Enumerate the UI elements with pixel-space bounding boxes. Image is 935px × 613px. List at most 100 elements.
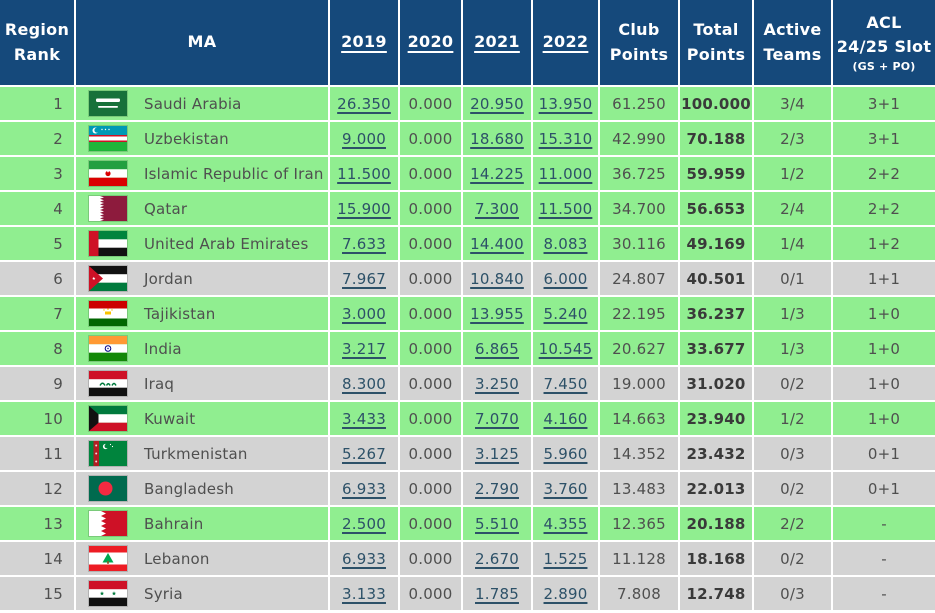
value-2019-link[interactable]: 3.000	[330, 297, 398, 330]
value-2021-link[interactable]: 14.400	[463, 227, 531, 260]
value-2019-link[interactable]: 3.433	[330, 402, 398, 435]
active-teams-cell: 0/2	[754, 367, 831, 400]
country-name: Iraq	[144, 374, 175, 393]
acl-slot-cell: 1+2	[833, 227, 935, 260]
value-2022-link[interactable]: 5.960	[533, 437, 598, 470]
total-points-cell: 18.168	[680, 542, 752, 575]
value-2019-link[interactable]: 9.000	[330, 122, 398, 155]
value-2019-link[interactable]: 3.217	[330, 332, 398, 365]
value-2020: 0.000	[400, 227, 461, 260]
region-rank-cell: 6	[0, 262, 74, 295]
value-2020: 0.000	[400, 577, 461, 610]
value-2020: 0.000	[400, 472, 461, 505]
value-2021-link[interactable]: 6.865	[463, 332, 531, 365]
country-name: Bangladesh	[144, 479, 234, 498]
year-2022-link[interactable]: 2022	[542, 32, 589, 52]
value-2021-link[interactable]: 18.680	[463, 122, 531, 155]
value-2021-link[interactable]: 1.785	[463, 577, 531, 610]
value-2022-link[interactable]: 11.000	[533, 157, 598, 190]
value-2019-link[interactable]: 3.133	[330, 577, 398, 610]
value-2021-link[interactable]: 2.790	[463, 472, 531, 505]
value-2019-link[interactable]: 6.933	[330, 472, 398, 505]
bahrain-flag-icon	[89, 511, 127, 536]
country-name: Saudi Arabia	[144, 94, 242, 113]
value-2022-link[interactable]: 13.950	[533, 87, 598, 120]
value-2022-link[interactable]: 5.240	[533, 297, 598, 330]
ma-cell: Turkmenistan	[76, 437, 328, 470]
ma-cell: Tajikistan	[76, 297, 328, 330]
lebanon-flag-icon	[89, 546, 127, 571]
acl-slot-cell: 0+1	[833, 472, 935, 505]
value-2020: 0.000	[400, 367, 461, 400]
value-2021-link[interactable]: 14.225	[463, 157, 531, 190]
value-2022-link[interactable]: 10.545	[533, 332, 598, 365]
value-2019-link[interactable]: 2.500	[330, 507, 398, 540]
value-2021-link[interactable]: 2.670	[463, 542, 531, 575]
qatar-flag-icon	[89, 196, 127, 221]
value-2022-link[interactable]: 1.525	[533, 542, 598, 575]
club-points-cell: 19.000	[600, 367, 678, 400]
col-header-club-points-label: Club Points	[609, 19, 669, 64]
value-2021-link[interactable]: 20.950	[463, 87, 531, 120]
value-2022-link[interactable]: 7.450	[533, 367, 598, 400]
country-name: Qatar	[144, 199, 188, 218]
value-2019-link[interactable]: 7.967	[330, 262, 398, 295]
value-2022-link[interactable]: 8.083	[533, 227, 598, 260]
value-2019-link[interactable]: 11.500	[330, 157, 398, 190]
region-rank-cell: 8	[0, 332, 74, 365]
value-2022-link[interactable]: 4.355	[533, 507, 598, 540]
active-teams-cell: 0/2	[754, 472, 831, 505]
value-2022-link[interactable]: 3.760	[533, 472, 598, 505]
value-2021-link[interactable]: 7.300	[463, 192, 531, 225]
acl-slot-cell: 2+2	[833, 157, 935, 190]
region-rank-cell: 2	[0, 122, 74, 155]
club-points-cell: 34.700	[600, 192, 678, 225]
value-2019-link[interactable]: 7.633	[330, 227, 398, 260]
ma-cell: Lebanon	[76, 542, 328, 575]
active-teams-cell: 0/2	[754, 542, 831, 575]
value-2019-link[interactable]: 26.350	[330, 87, 398, 120]
acl-slot-cell: 3+1	[833, 87, 935, 120]
year-2020-link[interactable]: 2020	[407, 32, 454, 52]
value-2022-link[interactable]: 2.890	[533, 577, 598, 610]
uae-flag-icon	[89, 231, 127, 256]
iran-flag-icon	[89, 161, 127, 186]
value-2021-link[interactable]: 5.510	[463, 507, 531, 540]
value-2019-link[interactable]: 15.900	[330, 192, 398, 225]
club-points-cell: 14.663	[600, 402, 678, 435]
saudi-arabia-flag-icon	[89, 91, 127, 116]
value-2022-link[interactable]: 4.160	[533, 402, 598, 435]
value-2022-link[interactable]: 15.310	[533, 122, 598, 155]
club-points-cell: 12.365	[600, 507, 678, 540]
col-header-region-rank-label: Region Rank	[4, 19, 70, 64]
acl-slot-cell: 1+0	[833, 332, 935, 365]
value-2021-link[interactable]: 7.070	[463, 402, 531, 435]
active-teams-cell: 1/3	[754, 297, 831, 330]
turkmenistan-flag-icon	[89, 441, 127, 466]
year-2019-link[interactable]: 2019	[341, 32, 387, 52]
col-header-ma: MA	[76, 0, 328, 85]
total-points-cell: 22.013	[680, 472, 752, 505]
value-2020: 0.000	[400, 87, 461, 120]
year-2021-link[interactable]: 2021	[474, 32, 520, 52]
active-teams-cell: 1/3	[754, 332, 831, 365]
col-header-2020: 2020	[400, 0, 461, 85]
value-2021-link[interactable]: 13.955	[463, 297, 531, 330]
country-name: Turkmenistan	[144, 444, 248, 463]
value-2020: 0.000	[400, 332, 461, 365]
col-header-acl-sublabel: (GS + PO)	[852, 60, 916, 74]
value-2022-link[interactable]: 6.000	[533, 262, 598, 295]
value-2021-link[interactable]: 10.840	[463, 262, 531, 295]
region-rank-cell: 15	[0, 577, 74, 610]
club-points-cell: 24.807	[600, 262, 678, 295]
value-2021-link[interactable]: 3.250	[463, 367, 531, 400]
country-name: Jordan	[144, 269, 193, 288]
value-2019-link[interactable]: 8.300	[330, 367, 398, 400]
ma-cell: Islamic Republic of Iran	[76, 157, 328, 190]
col-header-total-points: Total Points	[680, 0, 752, 85]
value-2019-link[interactable]: 5.267	[330, 437, 398, 470]
value-2019-link[interactable]: 6.933	[330, 542, 398, 575]
value-2022-link[interactable]: 11.500	[533, 192, 598, 225]
value-2021-link[interactable]: 3.125	[463, 437, 531, 470]
country-name: Tajikistan	[144, 304, 216, 323]
